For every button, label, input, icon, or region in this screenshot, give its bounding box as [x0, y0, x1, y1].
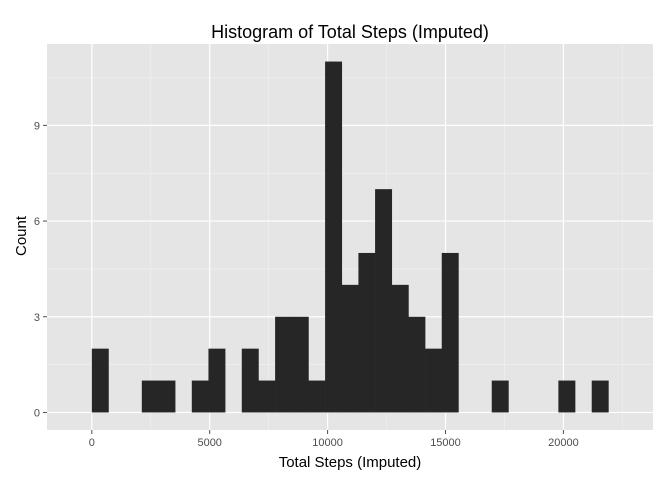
- histogram-bar: [375, 189, 393, 413]
- histogram-bar: [408, 316, 426, 413]
- histogram-bars: [91, 61, 609, 413]
- y-tick-label: 6: [34, 216, 40, 228]
- x-axis-label: Total Steps (Imputed): [279, 454, 422, 471]
- histogram-bar: [91, 348, 109, 413]
- histogram-bar: [558, 380, 576, 413]
- x-tick-label: 0: [89, 437, 95, 449]
- histogram-bar: [491, 380, 509, 413]
- histogram-bar: [158, 380, 176, 413]
- histogram-bar: [258, 380, 276, 413]
- histogram-bar: [241, 348, 259, 413]
- x-tick-label: 15000: [430, 437, 461, 449]
- x-tick-label: 10000: [312, 437, 343, 449]
- x-axis-ticks: 0 5000 10000 15000 20000: [89, 430, 579, 449]
- histogram-bar: [308, 380, 326, 413]
- histogram-bar: [275, 316, 293, 413]
- chart-title: Histogram of Total Steps (Imputed): [211, 22, 489, 42]
- y-tick-label: 0: [34, 407, 40, 419]
- y-axis-label: Count: [13, 215, 30, 256]
- histogram-bar: [208, 348, 226, 413]
- y-tick-label: 3: [34, 312, 40, 324]
- y-axis-ticks: 0 3 6 9: [34, 120, 47, 419]
- histogram-bar: [591, 380, 609, 413]
- histogram-bar: [141, 380, 159, 413]
- x-tick-label: 20000: [548, 437, 579, 449]
- histogram-bar: [391, 284, 409, 413]
- histogram-bar: [358, 252, 376, 413]
- y-tick-label: 9: [34, 120, 40, 132]
- histogram-bar: [441, 252, 459, 413]
- histogram-bar: [425, 348, 443, 413]
- histogram-bar: [341, 284, 359, 413]
- histogram-bar: [191, 380, 209, 413]
- x-tick-label: 5000: [197, 437, 221, 449]
- histogram-bar: [291, 316, 309, 413]
- histogram-bar: [325, 61, 343, 413]
